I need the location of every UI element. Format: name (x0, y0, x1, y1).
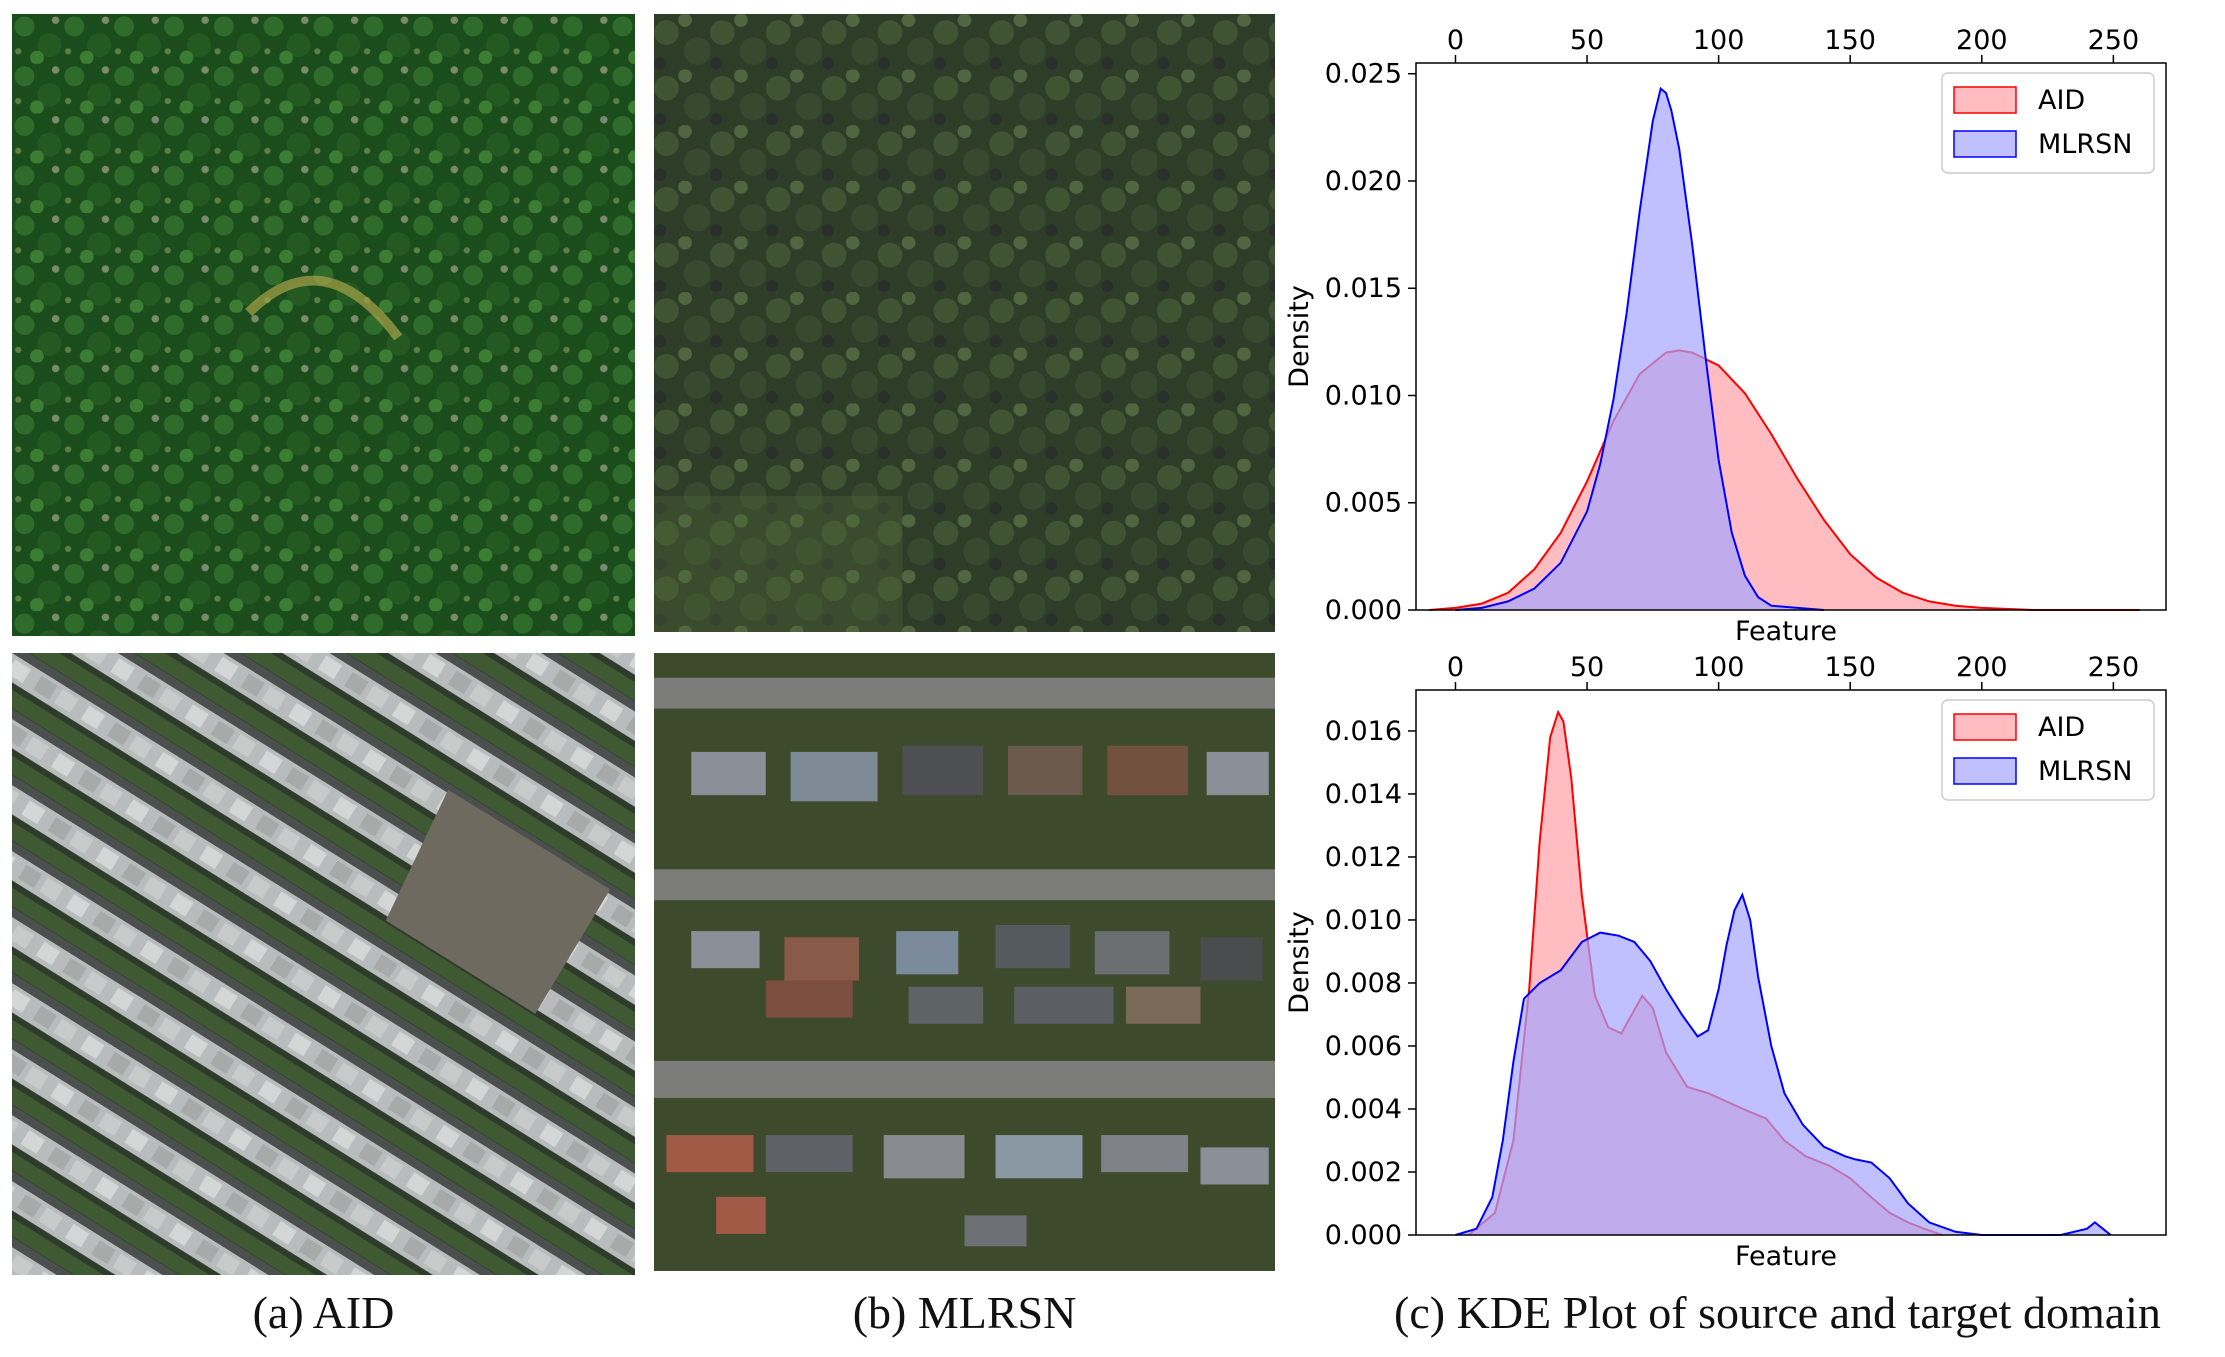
area-mlrsn (1455, 88, 1824, 610)
caption-kde-plot: (c) KDE Plot of source and target domain (1394, 1287, 2161, 1338)
y-tick-label: 0.016 (1325, 716, 1402, 747)
line-mlrsn (1455, 86, 1824, 611)
x-tick-label: 100 (1693, 25, 1745, 56)
y-tick-label: 0.006 (1325, 1031, 1402, 1062)
y-tick-label: 0.012 (1325, 842, 1402, 873)
line-aid (1429, 349, 2140, 611)
x-axis-label: Feature (1735, 616, 1837, 647)
legend-label-aid: AID (2038, 712, 2085, 743)
y-tick-label: 0.008 (1325, 968, 1402, 999)
plot-frame (1415, 62, 2167, 611)
mlrsn-forest-image (654, 14, 1275, 632)
x-axis-label: Feature (1735, 1241, 1837, 1272)
y-tick-label: 0.015 (1325, 273, 1402, 304)
legend-label-mlrsn: MLRSN (2038, 756, 2132, 787)
legend-swatch-mlrsn (1953, 757, 2017, 785)
legend-swatch-aid (1953, 713, 2017, 741)
area-mlrsn (1455, 894, 2111, 1235)
y-tick-label: 0.000 (1325, 595, 1402, 626)
line-mlrsn (1455, 892, 2112, 1236)
y-tick-label: 0.010 (1325, 380, 1402, 411)
kde-plot-top: 0 50 100 150 200 250 0.000 0.005 0.010 0.015 0.020… (1284, 25, 2167, 647)
legend-label-aid: AID (2038, 85, 2085, 116)
x-tick-label: 150 (1824, 652, 1876, 683)
legend-swatch-mlrsn (1953, 130, 2017, 158)
x-tick-label: 50 (1570, 652, 1604, 683)
y-tick-label: 0.014 (1325, 779, 1402, 810)
y-tick-label: 0.025 (1325, 59, 1402, 90)
x-tick-label: 200 (1956, 25, 2008, 56)
x-tick-label: 0 (1447, 25, 1464, 56)
x-tick-label: 200 (1956, 652, 2008, 683)
x-tick-label: 50 (1570, 25, 1604, 56)
plot-frame (1415, 689, 2167, 1236)
y-tick-label: 0.002 (1325, 1157, 1402, 1188)
aid-forest-image (12, 14, 635, 636)
x-tick-label: 150 (1824, 25, 1876, 56)
x-tick-label: 100 (1693, 652, 1745, 683)
kde-plot-bottom: 0 50 100 150 200 250 0.000 0.002 0.004 0.006 0.008… (1284, 652, 2167, 1272)
y-tick-label: 0.000 (1325, 1220, 1402, 1251)
y-tick-label: 0.010 (1325, 905, 1402, 936)
y-axis-label: Density (1284, 285, 1315, 388)
area-aid (1429, 350, 2140, 610)
caption-aid: (a) AID (252, 1287, 395, 1338)
legend-label-mlrsn: MLRSN (2038, 129, 2132, 160)
x-tick-label: 0 (1447, 652, 1464, 683)
y-tick-label: 0.005 (1325, 488, 1402, 519)
mlrsn-urban-image (654, 653, 1275, 1271)
x-tick-label: 250 (2088, 25, 2140, 56)
y-axis-label: Density (1284, 911, 1315, 1014)
caption-mlrsn: (b) MLRSN (852, 1287, 1077, 1338)
y-tick-label: 0.020 (1325, 166, 1402, 197)
kde-plots: 0 50 100 150 200 250 0.000 0.005 0.010 0.015 0.020… (1284, 25, 2167, 1272)
aid-urban-image (12, 653, 635, 1275)
y-tick-label: 0.004 (1325, 1094, 1402, 1125)
x-tick-label: 250 (2088, 652, 2140, 683)
legend-swatch-aid (1953, 86, 2017, 114)
